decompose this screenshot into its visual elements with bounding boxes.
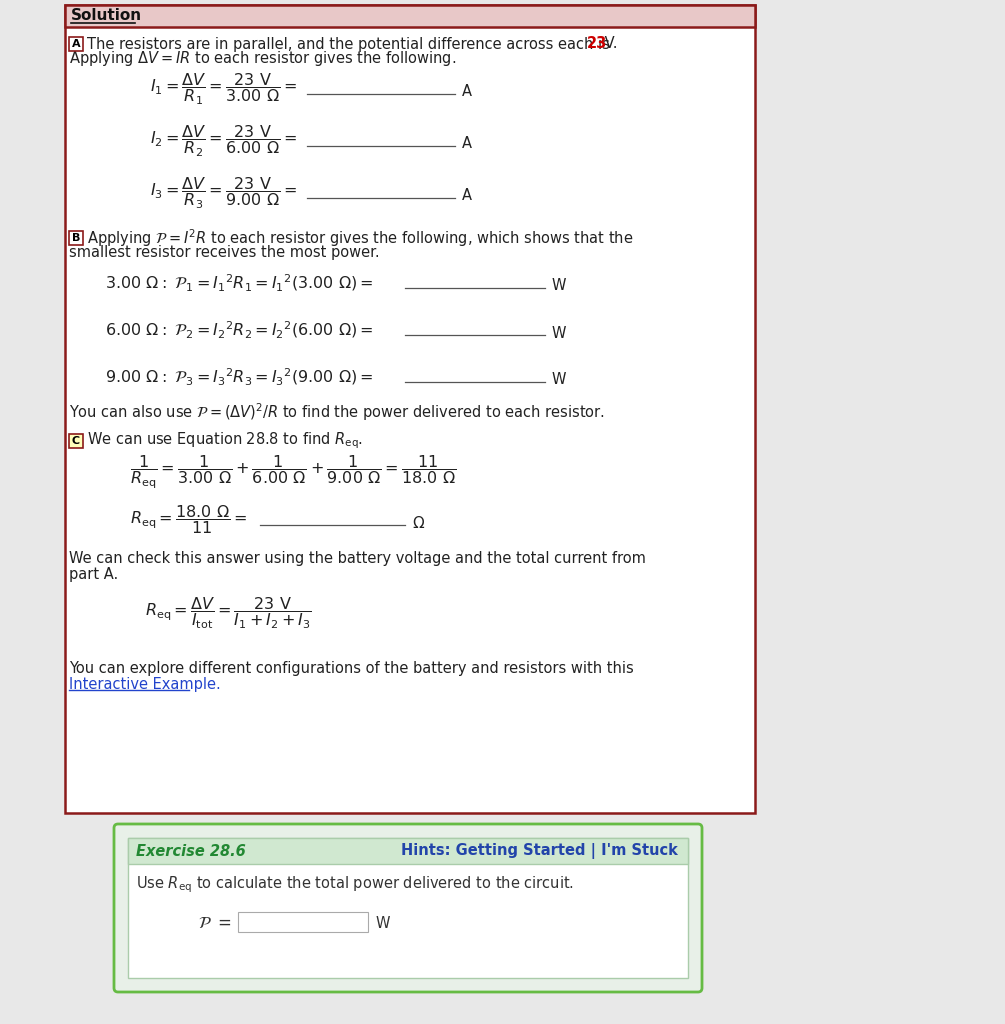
Text: A: A xyxy=(462,188,472,204)
Text: Use $R_\mathrm{eq}$ to calculate the total power delivered to the circuit.: Use $R_\mathrm{eq}$ to calculate the tot… xyxy=(136,874,574,895)
Text: You can also use $\mathcal{P} = (\Delta V)^2/R$ to find the power delivered to e: You can also use $\mathcal{P} = (\Delta … xyxy=(69,401,605,423)
Text: smallest resistor receives the most power.: smallest resistor receives the most powe… xyxy=(69,246,380,260)
Text: The resistors are in parallel, and the potential difference across each is: The resistors are in parallel, and the p… xyxy=(87,37,614,51)
Text: A: A xyxy=(71,39,80,49)
Text: $\dfrac{1}{R_\mathrm{eq}} = \dfrac{1}{3.00\ \Omega} + \dfrac{1}{6.00\ \Omega} + : $\dfrac{1}{R_\mathrm{eq}} = \dfrac{1}{3.… xyxy=(130,454,456,490)
Bar xyxy=(65,5,755,27)
Text: W: W xyxy=(552,326,567,341)
Text: part A.: part A. xyxy=(69,566,119,582)
Text: Applying $\Delta V = IR$ to each resistor gives the following.: Applying $\Delta V = IR$ to each resisto… xyxy=(69,49,456,69)
Text: We can use Equation 28.8 to find $R_\mathrm{eq}$.: We can use Equation 28.8 to find $R_\mat… xyxy=(87,431,363,452)
Text: $\Omega$: $\Omega$ xyxy=(412,515,425,531)
Text: $I_3 = \dfrac{\Delta V}{R_3} = \dfrac{23\ \mathrm{V}}{9.00\ \Omega} =$: $I_3 = \dfrac{\Delta V}{R_3} = \dfrac{23… xyxy=(150,175,297,211)
Text: Applying $\mathcal{P} = I^2R$ to each resistor gives the following, which shows : Applying $\mathcal{P} = I^2R$ to each re… xyxy=(87,227,633,249)
Text: Solution: Solution xyxy=(71,8,142,24)
Text: 23: 23 xyxy=(587,37,607,51)
Text: C: C xyxy=(72,436,80,446)
Text: Hints: Getting Started | I'm Stuck: Hints: Getting Started | I'm Stuck xyxy=(401,843,678,859)
Text: We can check this answer using the battery voltage and the total current from: We can check this answer using the batte… xyxy=(69,551,646,565)
Text: Exercise 28.6: Exercise 28.6 xyxy=(136,844,246,858)
Text: $3.00\ \Omega\mathrm{:}\ \mathcal{P}_1 = I_1{}^2R_1 = I_1{}^2(3.00\ \Omega) =$: $3.00\ \Omega\mathrm{:}\ \mathcal{P}_1 =… xyxy=(105,272,374,294)
Text: $I_1 = \dfrac{\Delta V}{R_1} = \dfrac{23\ \mathrm{V}}{3.00\ \Omega} =$: $I_1 = \dfrac{\Delta V}{R_1} = \dfrac{23… xyxy=(150,71,297,106)
Text: B: B xyxy=(71,233,80,243)
Text: $R_\mathrm{eq} = \dfrac{18.0\ \Omega}{11} =$: $R_\mathrm{eq} = \dfrac{18.0\ \Omega}{11… xyxy=(130,504,247,537)
Bar xyxy=(69,231,83,245)
Text: $I_2 = \dfrac{\Delta V}{R_2} = \dfrac{23\ \mathrm{V}}{6.00\ \Omega} =$: $I_2 = \dfrac{\Delta V}{R_2} = \dfrac{23… xyxy=(150,123,297,159)
Text: $\mathcal{P}\ =$: $\mathcal{P}\ =$ xyxy=(198,914,232,932)
FancyBboxPatch shape xyxy=(114,824,702,992)
Bar xyxy=(65,5,755,813)
Text: V.: V. xyxy=(600,37,617,51)
Text: You can explore different configurations of the battery and resistors with this: You can explore different configurations… xyxy=(69,660,634,676)
Bar xyxy=(69,37,83,51)
Bar xyxy=(128,838,688,864)
Text: $9.00\ \Omega\mathrm{:}\ \mathcal{P}_3 = I_3{}^2R_3 = I_3{}^2(9.00\ \Omega) =$: $9.00\ \Omega\mathrm{:}\ \mathcal{P}_3 =… xyxy=(105,367,374,387)
Text: W: W xyxy=(376,915,391,931)
Text: Interactive Example.: Interactive Example. xyxy=(69,678,221,692)
Text: $R_\mathrm{eq} = \dfrac{\Delta V}{I_\mathrm{tot}} = \dfrac{23\ \mathrm{V}}{I_1 +: $R_\mathrm{eq} = \dfrac{\Delta V}{I_\mat… xyxy=(145,595,312,631)
Text: A: A xyxy=(462,85,472,99)
Text: $6.00\ \Omega\mathrm{:}\ \mathcal{P}_2 = I_2{}^2R_2 = I_2{}^2(6.00\ \Omega) =$: $6.00\ \Omega\mathrm{:}\ \mathcal{P}_2 =… xyxy=(105,319,374,341)
Bar xyxy=(238,912,368,932)
Bar xyxy=(128,838,688,978)
Text: W: W xyxy=(552,373,567,387)
Text: W: W xyxy=(552,279,567,294)
Text: A: A xyxy=(462,136,472,152)
Bar xyxy=(69,434,83,449)
